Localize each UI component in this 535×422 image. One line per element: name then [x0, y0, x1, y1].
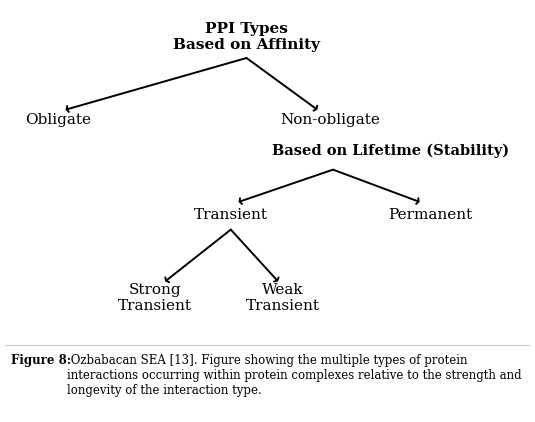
Text: Ozbabacan SEA [13]. Figure showing the multiple types of protein
interactions oc: Ozbabacan SEA [13]. Figure showing the m…: [67, 354, 522, 397]
Text: Obligate: Obligate: [25, 113, 91, 127]
Text: Weak
Transient: Weak Transient: [246, 283, 320, 313]
Text: PPI Types
Based on Affinity: PPI Types Based on Affinity: [173, 22, 320, 52]
Text: Non-obligate: Non-obligate: [280, 113, 380, 127]
Text: Figure 8:: Figure 8:: [11, 354, 71, 367]
Text: Transient: Transient: [194, 208, 268, 222]
Text: Strong
Transient: Strong Transient: [118, 283, 192, 313]
Text: Permanent: Permanent: [388, 208, 472, 222]
Text: Based on Lifetime (Stability): Based on Lifetime (Stability): [272, 144, 509, 158]
